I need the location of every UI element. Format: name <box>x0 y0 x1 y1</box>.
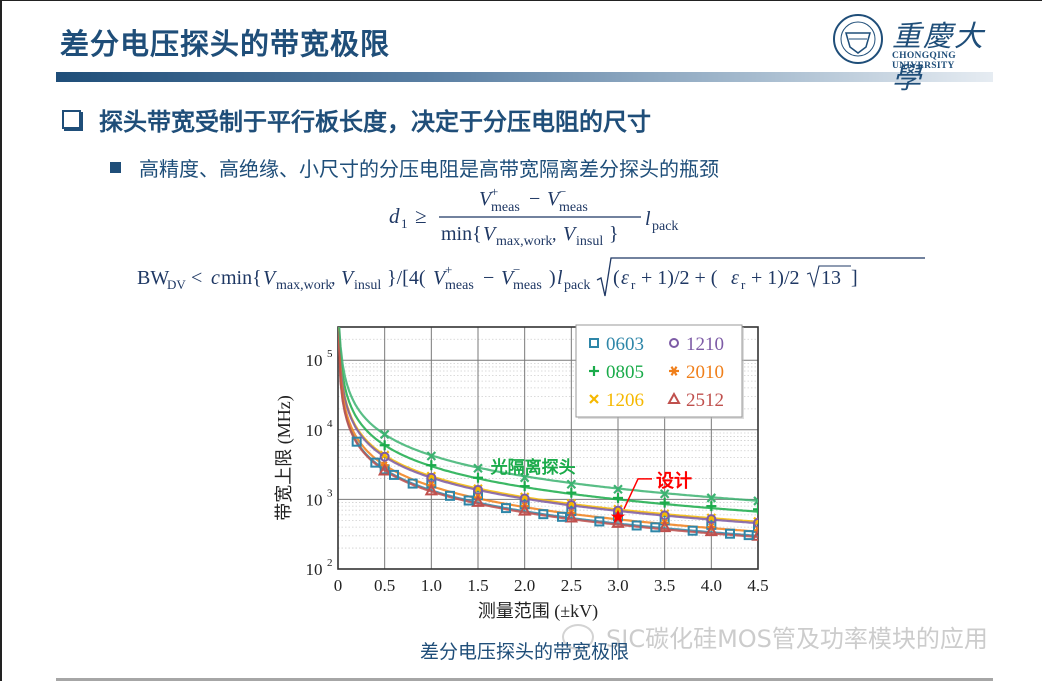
svg-text:}: } <box>609 223 619 245</box>
svg-text:10: 10 <box>306 560 323 579</box>
svg-text:10: 10 <box>306 490 323 509</box>
slide-title: 差分电压探头的带宽极限 <box>60 27 391 61</box>
svg-text:+: + <box>491 187 498 199</box>
svg-text:d: d <box>389 204 400 228</box>
svg-text:V: V <box>501 267 516 289</box>
svg-text:meas: meas <box>559 200 588 215</box>
svg-text:meas: meas <box>513 278 542 293</box>
svg-text:4: 4 <box>327 418 333 430</box>
svg-text:,: , <box>331 268 336 288</box>
svg-text:2.5: 2.5 <box>561 576 582 595</box>
svg-text:+ 1)/2 + (: + 1)/2 + ( <box>641 267 718 289</box>
svg-text:(: ( <box>613 267 620 289</box>
svg-text:光隔离探头: 光隔离探头 <box>490 457 576 478</box>
watermark-text: SIC碳化硅MOS管及功率模块的应用 <box>606 625 988 653</box>
svg-text:3: 3 <box>327 487 333 499</box>
svg-text:meas: meas <box>491 200 520 215</box>
svg-text:设计: 设计 <box>656 470 692 492</box>
svg-text:−: − <box>559 187 566 199</box>
svg-text:ε: ε <box>731 267 739 289</box>
svg-text:−: − <box>529 188 540 210</box>
bandwidth-chart: 0 0.5 1.0 1.5 2.0 2.5 3.0 3.5 4.0 4.5 10 2 10 3 10 4 10 5… <box>264 319 774 631</box>
svg-text:insul: insul <box>576 234 603 249</box>
svg-text:insul: insul <box>354 278 381 293</box>
svg-text:l: l <box>645 208 651 230</box>
checkbox-bullet-icon <box>62 110 81 129</box>
svg-text:2: 2 <box>327 557 333 569</box>
svg-text:2.0: 2.0 <box>514 576 535 595</box>
svg-text:r: r <box>741 277 746 292</box>
svg-text:,: , <box>552 224 557 244</box>
figure-caption: 差分电压探头的带宽极限 <box>420 641 630 663</box>
main-bullet-text: 探头带宽受制于平行板长度，决定于分压电阻的尺寸 <box>99 108 651 136</box>
svg-text:}/[4(: }/[4( <box>387 267 426 289</box>
svg-text:pack: pack <box>652 219 678 234</box>
svg-text:V: V <box>341 267 356 289</box>
formula-bw: BW DV < c min{ V max,work , V insul }/[4… <box>135 256 925 306</box>
svg-text:4.0: 4.0 <box>701 576 722 595</box>
university-logo: 重慶大學 CHONGQING UNIVERSITY <box>832 13 1002 95</box>
svg-text:V: V <box>483 223 498 245</box>
svg-text:]: ] <box>851 267 858 289</box>
svg-text:min{: min{ <box>221 267 262 289</box>
svg-text:0805: 0805 <box>606 362 644 383</box>
formula-d1: d 1 ≥ V + meas − V − meas min{ V max,wor… <box>387 184 707 255</box>
svg-text:1206: 1206 <box>606 390 644 411</box>
svg-text:c: c <box>211 267 220 289</box>
svg-text:V: V <box>433 267 448 289</box>
svg-text:l: l <box>557 267 563 289</box>
watermark: SIC碳化硅MOS管及功率模块的应用 <box>562 619 988 654</box>
svg-text:−: − <box>483 267 494 289</box>
svg-text:4.5: 4.5 <box>747 576 768 595</box>
svg-text:+: + <box>445 262 452 277</box>
svg-text:−: − <box>513 262 520 277</box>
svg-text:BW: BW <box>137 267 169 289</box>
svg-text:min{: min{ <box>441 223 482 245</box>
logo-en-text: CHONGQING UNIVERSITY <box>892 51 956 71</box>
wechat-icon <box>562 623 594 650</box>
svg-text:0603: 0603 <box>606 334 644 355</box>
svg-text:2512: 2512 <box>686 390 724 411</box>
emblem-icon <box>833 14 883 64</box>
svg-text:≥: ≥ <box>415 204 427 228</box>
main-bullet: 探头带宽受制于平行板长度，决定于分压电阻的尺寸 <box>62 102 651 137</box>
svg-text:r: r <box>631 277 636 292</box>
svg-text:带宽上限 (MHz): 带宽上限 (MHz) <box>274 395 295 520</box>
svg-text:V: V <box>263 267 278 289</box>
svg-text:): ) <box>549 267 556 289</box>
svg-text:1210: 1210 <box>686 334 724 355</box>
svg-text:1.0: 1.0 <box>421 576 442 595</box>
svg-text:0.5: 0.5 <box>374 576 395 595</box>
svg-text:pack: pack <box>564 278 590 293</box>
svg-text:<: < <box>191 267 202 289</box>
sub-bullet-text: 高精度、高绝缘、小尺寸的分压电阻是高带宽隔离差分探头的瓶颈 <box>139 157 719 181</box>
svg-text:1.5: 1.5 <box>467 576 488 595</box>
logo-cn-text: 重慶大學 <box>892 19 986 95</box>
svg-text:10: 10 <box>306 351 323 370</box>
svg-text:+ 1)/2: + 1)/2 <box>751 267 800 289</box>
svg-text:5: 5 <box>327 348 333 360</box>
svg-text:1: 1 <box>401 216 408 231</box>
svg-text:max,work: max,work <box>496 234 552 249</box>
svg-text:meas: meas <box>445 278 474 293</box>
title-divider <box>56 72 993 82</box>
svg-text:DV: DV <box>167 277 186 292</box>
svg-text:ε: ε <box>621 267 629 289</box>
svg-text:10: 10 <box>306 421 323 440</box>
svg-text:3.0: 3.0 <box>607 576 628 595</box>
sub-bullet: 高精度、高绝缘、小尺寸的分压电阻是高带宽隔离差分探头的瓶颈 <box>110 153 719 182</box>
svg-text:max,work: max,work <box>276 278 332 293</box>
svg-text:V: V <box>563 223 578 245</box>
svg-text:V: V <box>547 188 562 210</box>
bottom-divider <box>56 678 993 681</box>
svg-text:3.5: 3.5 <box>654 576 675 595</box>
svg-text:0: 0 <box>334 576 343 595</box>
svg-text:V: V <box>479 188 494 210</box>
svg-text:13: 13 <box>821 267 841 289</box>
square-bullet-icon <box>110 162 121 173</box>
svg-text:测量范围 (±kV): 测量范围 (±kV) <box>478 601 598 622</box>
svg-text:2010: 2010 <box>686 362 724 383</box>
